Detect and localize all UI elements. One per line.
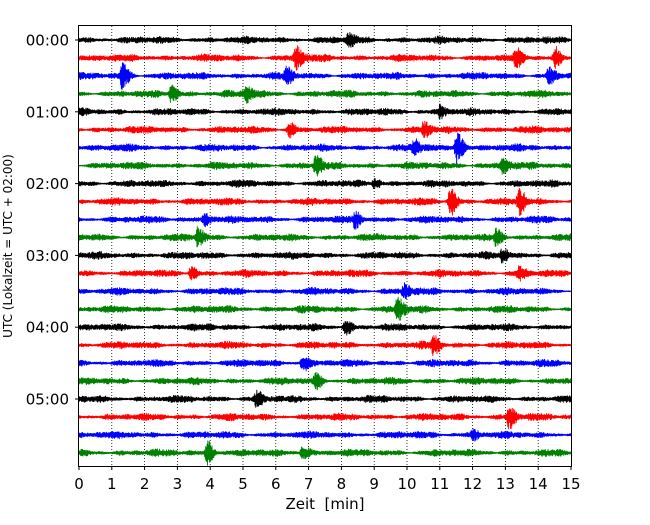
y-tick-label: 02:00 bbox=[26, 175, 69, 193]
seismogram-trace-16 bbox=[78, 321, 572, 336]
x-tick-label: 1 bbox=[107, 475, 117, 493]
x-tick-label: 5 bbox=[238, 475, 248, 493]
x-tick-label: 8 bbox=[337, 475, 347, 493]
seismogram-trace-6 bbox=[78, 132, 572, 167]
y-tick-label: 05:00 bbox=[26, 391, 69, 409]
seismogram-trace-11 bbox=[78, 226, 572, 248]
seismogram-trace-10 bbox=[78, 210, 572, 230]
x-tick-label: 13 bbox=[496, 475, 515, 493]
seismogram-trace-2 bbox=[78, 62, 572, 91]
x-tick-label: 6 bbox=[271, 475, 281, 493]
y-tick-label: 00:00 bbox=[26, 32, 69, 50]
x-tick-label: 12 bbox=[463, 475, 482, 493]
seismogram-trace-18 bbox=[78, 357, 572, 372]
y-tick-label: 01:00 bbox=[26, 103, 69, 121]
y-tick-label: 03:00 bbox=[26, 247, 69, 265]
x-tick-label: 0 bbox=[74, 475, 84, 493]
x-tick-label: 10 bbox=[397, 475, 416, 493]
seismogram-trace-19 bbox=[78, 371, 572, 391]
seismogram-trace-15 bbox=[78, 296, 572, 321]
seismogram-trace-17 bbox=[78, 335, 572, 357]
x-tick-label: 3 bbox=[173, 475, 183, 493]
seismogram-trace-14 bbox=[78, 282, 572, 300]
seismogram-trace-13 bbox=[78, 265, 572, 282]
seismogram-trace-12 bbox=[78, 248, 572, 264]
x-tick-label: 2 bbox=[140, 475, 150, 493]
seismogram-trace-0 bbox=[78, 32, 572, 48]
seismogram-trace-9 bbox=[78, 187, 572, 216]
x-tick-label: 9 bbox=[369, 475, 379, 493]
seismogram-trace-1 bbox=[78, 45, 572, 71]
x-tick-label: 7 bbox=[304, 475, 314, 493]
seismogram-trace-5 bbox=[78, 120, 572, 139]
y-tick-label: 04:00 bbox=[26, 319, 69, 337]
plot-frame bbox=[78, 25, 572, 467]
seismogram-traces bbox=[78, 32, 572, 466]
seismogram-trace-4 bbox=[78, 103, 572, 120]
vertical-gridlines bbox=[111, 26, 539, 466]
x-tick-label: 11 bbox=[430, 475, 449, 493]
y-axis-label: UTC (Lokalzeit = UTC + 02:00) bbox=[1, 154, 15, 338]
seismogram-trace-8 bbox=[78, 178, 572, 190]
x-tick-label: 14 bbox=[529, 475, 548, 493]
x-axis-label: Zeit [min] bbox=[285, 495, 364, 513]
seismogram-trace-21 bbox=[78, 407, 572, 430]
y-axis-ticks: 00:00 01:00 02:00 03:00 04:00 05:00 bbox=[26, 32, 79, 409]
x-tick-label: 4 bbox=[205, 475, 215, 493]
seismogram-trace-7 bbox=[78, 155, 572, 177]
seismogram-trace-20 bbox=[78, 389, 572, 408]
seismogram-trace-3 bbox=[78, 84, 572, 104]
x-tick-label: 15 bbox=[561, 475, 580, 493]
x-axis-ticks: 0 1 2 3 4 5 6 7 8 9 10 11 12 13 14 15 bbox=[74, 466, 581, 493]
seismogram-trace-23 bbox=[78, 440, 572, 466]
seismogram-trace-22 bbox=[78, 428, 572, 442]
